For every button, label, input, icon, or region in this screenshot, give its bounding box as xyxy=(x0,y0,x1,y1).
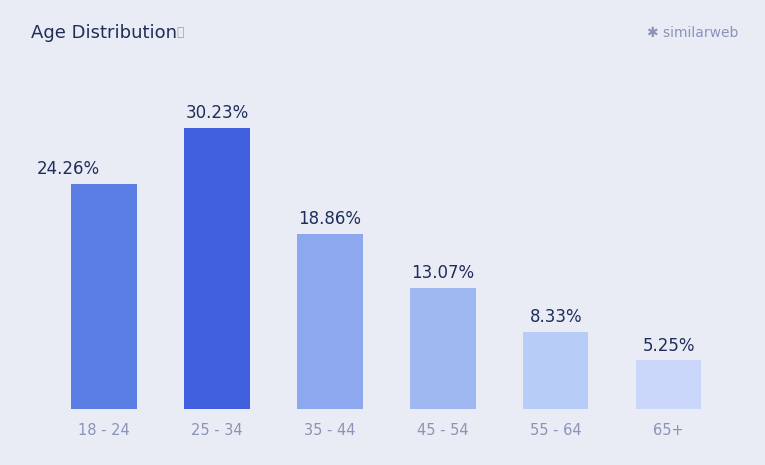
Text: 13.07%: 13.07% xyxy=(412,264,474,282)
Text: ✱ similarweb: ✱ similarweb xyxy=(647,26,738,40)
Bar xyxy=(410,288,476,409)
Text: 8.33%: 8.33% xyxy=(529,308,582,326)
Bar xyxy=(297,234,363,409)
Bar xyxy=(523,332,588,409)
Text: 18.86%: 18.86% xyxy=(298,210,361,228)
Bar xyxy=(71,184,137,409)
Text: Age Distribution: Age Distribution xyxy=(31,24,177,41)
Text: 24.26%: 24.26% xyxy=(36,160,99,178)
Text: ⓘ: ⓘ xyxy=(176,26,184,39)
Bar xyxy=(184,128,249,409)
Bar xyxy=(636,360,702,409)
Text: 30.23%: 30.23% xyxy=(185,105,249,122)
Text: 5.25%: 5.25% xyxy=(643,337,695,355)
